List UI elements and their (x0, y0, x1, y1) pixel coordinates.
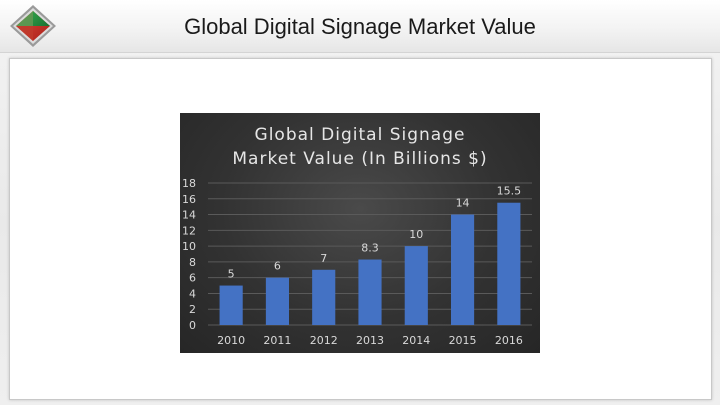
x-tick-label: 2010 (217, 334, 245, 347)
x-tick-label: 2013 (356, 334, 384, 347)
data-label: 15.5 (497, 185, 522, 198)
y-tick-label: 4 (189, 287, 196, 300)
y-tick-label: 10 (182, 240, 196, 253)
x-tick-label: 2014 (402, 334, 430, 347)
bar-2015 (451, 214, 475, 325)
x-tick-label: 2015 (449, 334, 477, 347)
slide-header: Global Digital Signage Market Value (0, 0, 720, 53)
data-label: 10 (409, 228, 423, 241)
bar-2011 (265, 277, 289, 325)
chart-title-line-2: Market Value (In Billions $) (232, 149, 487, 169)
y-tick-label: 8 (189, 256, 196, 269)
bar-chart: Global Digital Signage Market Value (In … (180, 113, 540, 353)
data-label: 7 (320, 252, 327, 265)
bar-chart-svg: Global Digital Signage Market Value (In … (182, 125, 532, 347)
chart-title-line-1: Global Digital Signage (255, 125, 466, 145)
bars (219, 202, 521, 325)
y-tick-label: 12 (182, 224, 196, 237)
x-tick-label: 2016 (495, 334, 523, 347)
page-title: Global Digital Signage Market Value (184, 14, 536, 39)
y-tick-label: 16 (182, 193, 196, 206)
data-label: 14 (456, 197, 470, 210)
bar-2012 (312, 269, 336, 325)
bar-2013 (358, 259, 382, 325)
diamond-logo-icon (10, 5, 56, 47)
data-label: 8.3 (361, 242, 379, 255)
data-labels: 5 6 7 8.3 10 14 15.5 (228, 185, 521, 281)
bar-2010 (219, 285, 243, 325)
x-tick-label: 2011 (263, 334, 291, 347)
y-tick-label: 14 (182, 209, 196, 222)
y-tick-label: 6 (189, 272, 196, 285)
bar-2016 (497, 202, 521, 325)
x-axis-ticks: 2010 2011 2012 2013 2014 2015 2016 (217, 334, 523, 347)
data-label: 6 (274, 260, 281, 273)
y-tick-label: 18 (182, 177, 196, 190)
bar-2014 (404, 246, 428, 325)
y-tick-label: 0 (189, 319, 196, 332)
data-label: 5 (228, 268, 235, 281)
y-axis-ticks: 0 2 4 6 8 10 12 14 16 18 (182, 177, 196, 332)
y-tick-label: 2 (189, 303, 196, 316)
x-tick-label: 2012 (310, 334, 338, 347)
